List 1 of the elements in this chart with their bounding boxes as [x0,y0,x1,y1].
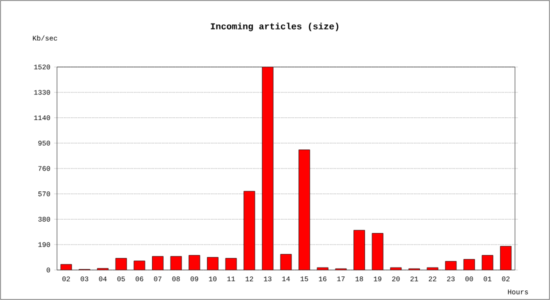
chart-title: Incoming articles (size) [210,22,338,32]
